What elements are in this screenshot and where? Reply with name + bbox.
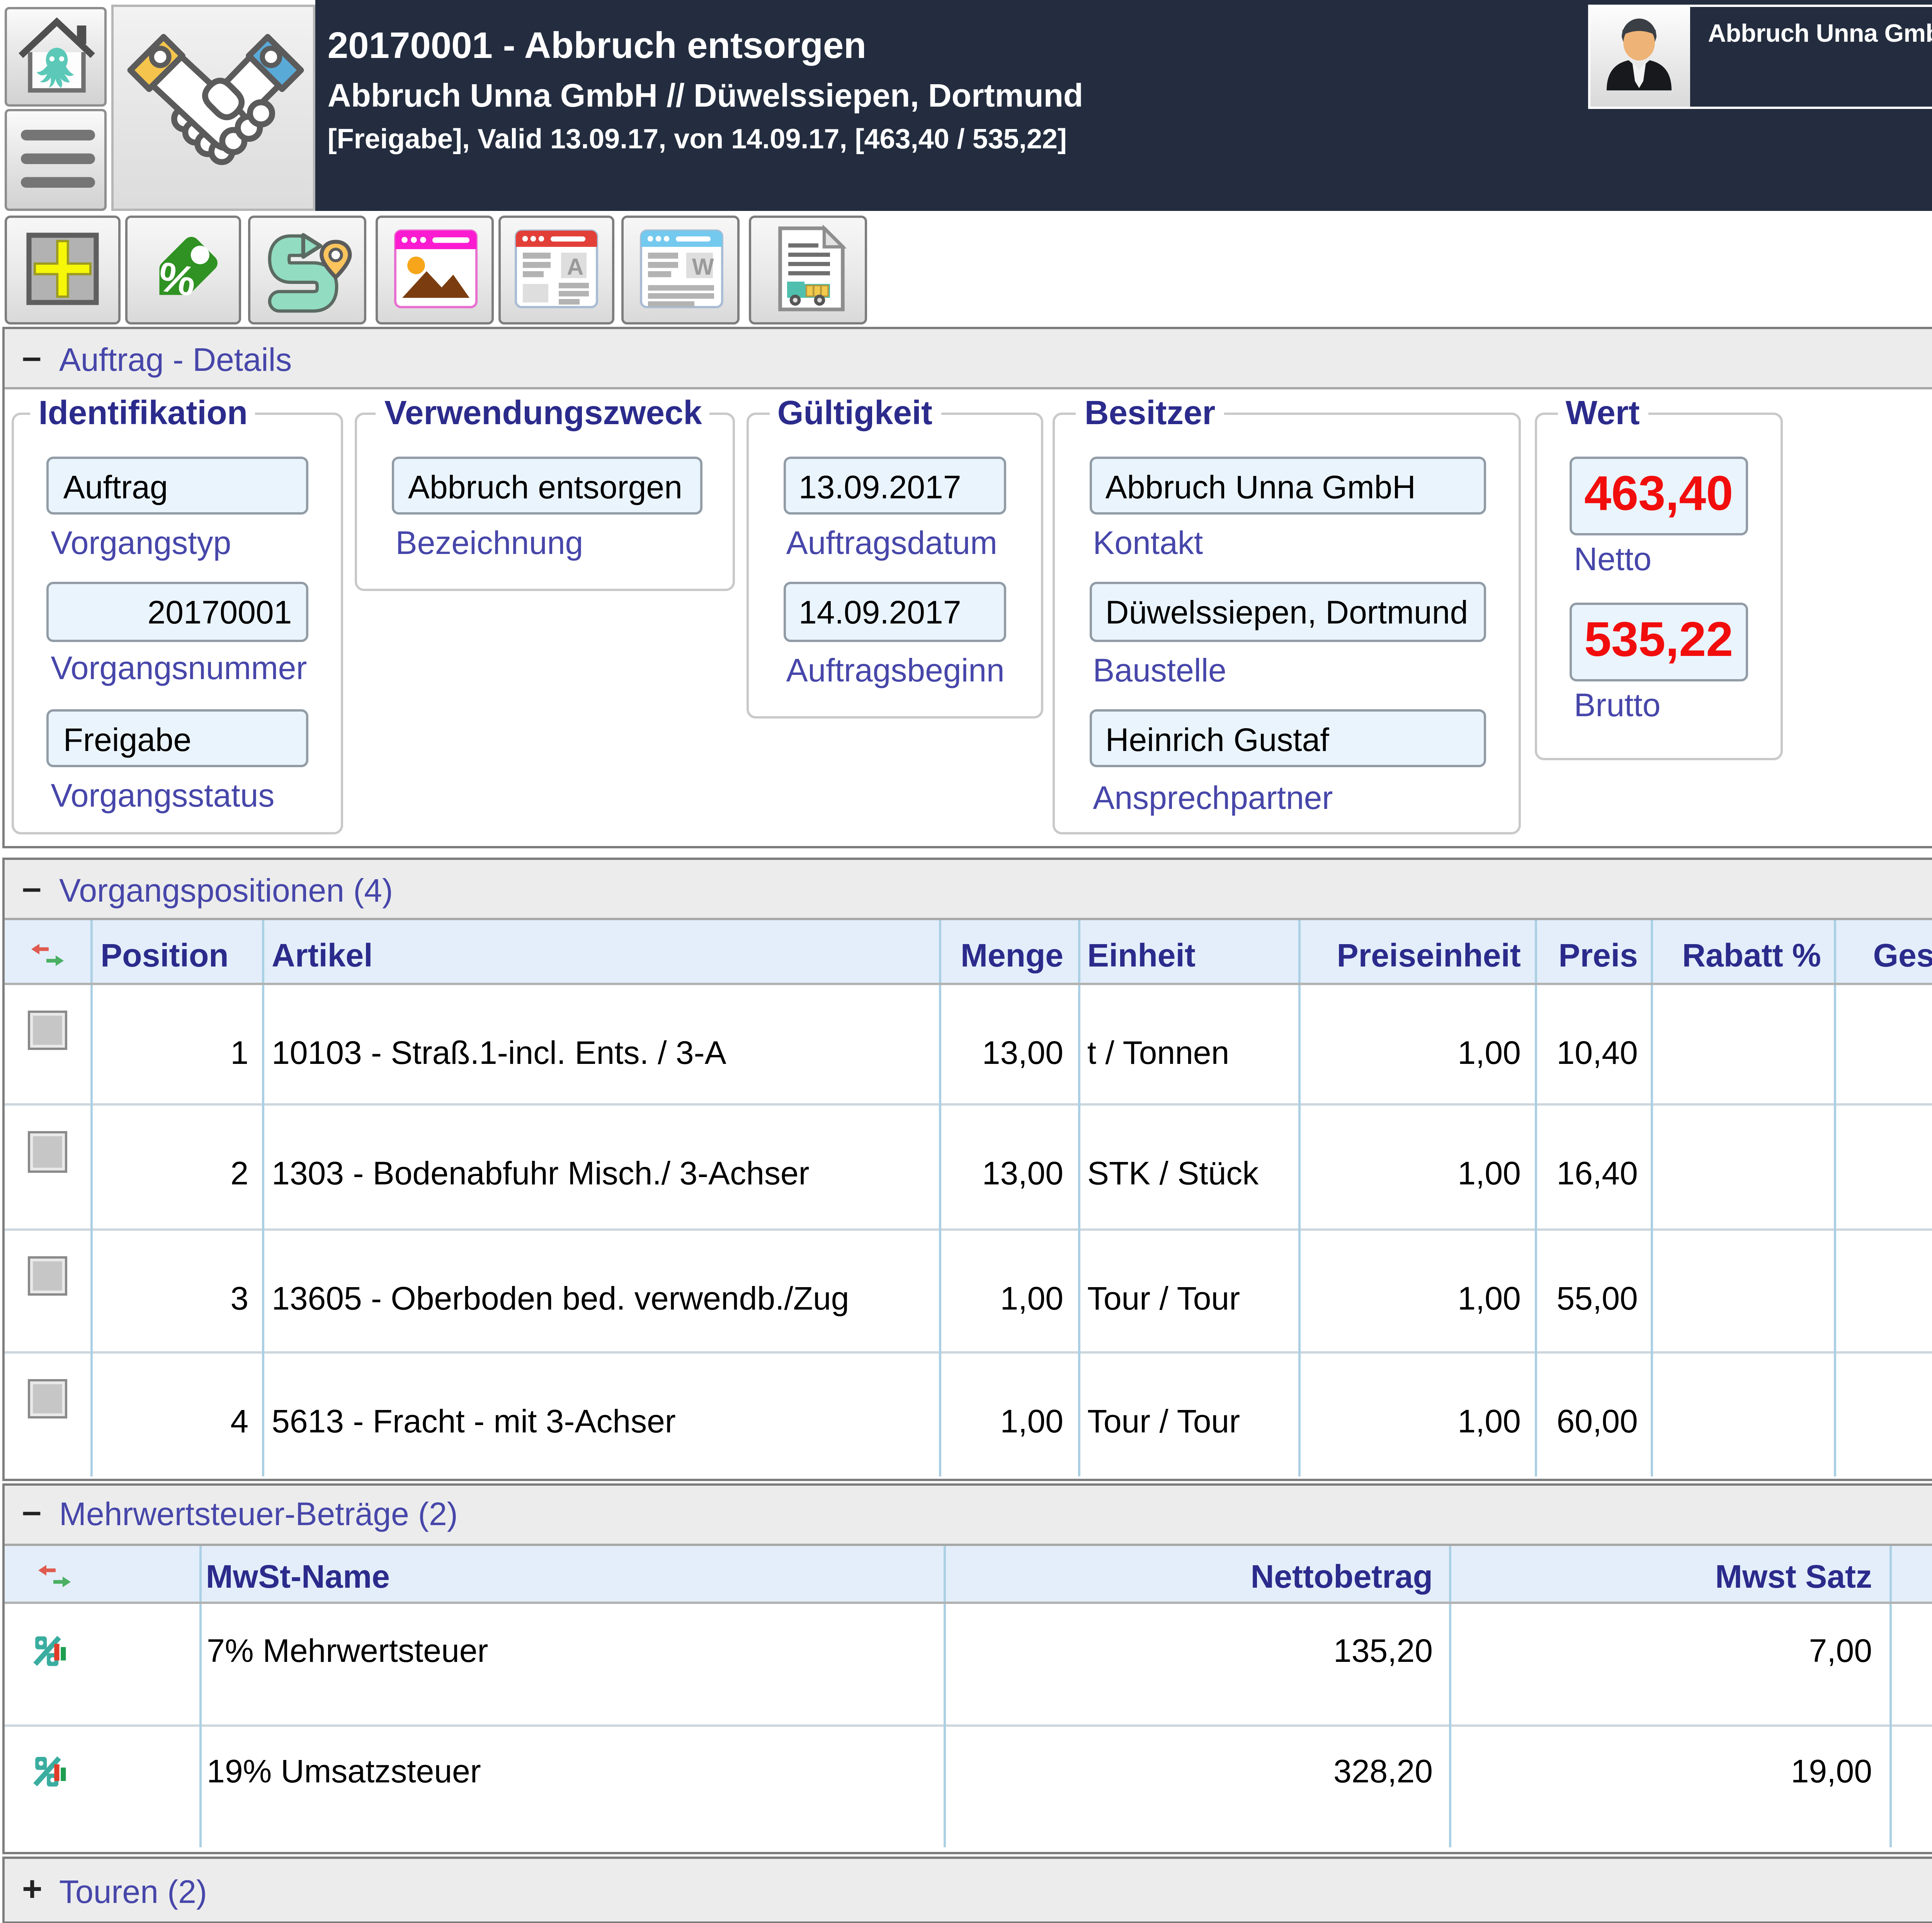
svg-text:W: W: [691, 254, 713, 280]
svg-text:A: A: [566, 254, 583, 280]
svg-text:%: %: [155, 253, 200, 305]
